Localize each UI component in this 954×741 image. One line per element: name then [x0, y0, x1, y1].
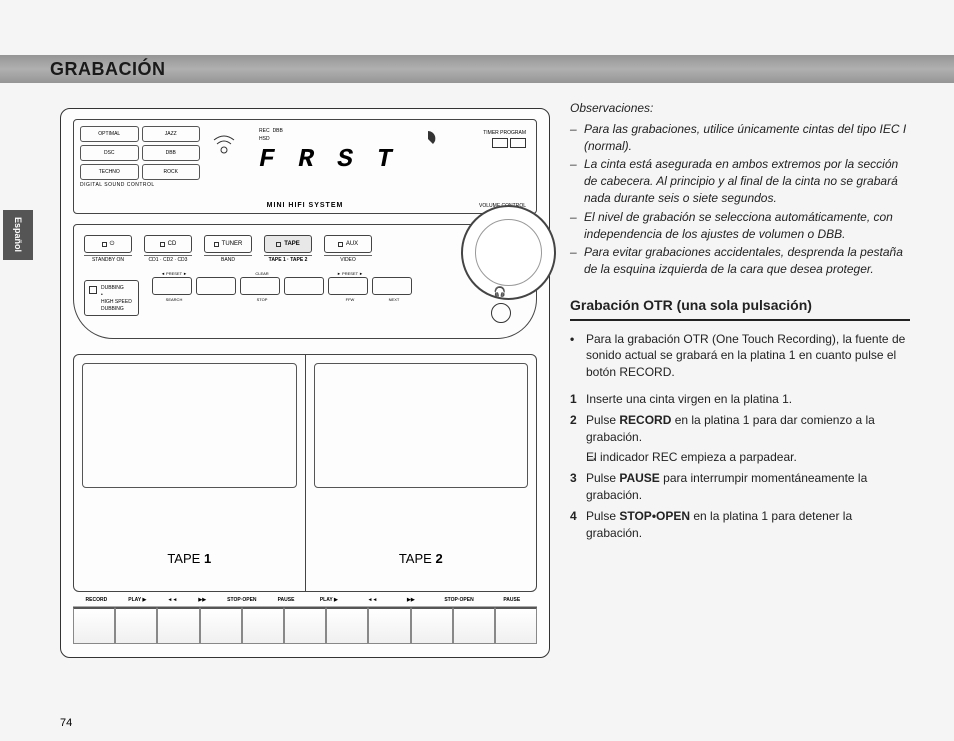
- ff-key[interactable]: [200, 607, 242, 644]
- transport-btn[interactable]: [372, 277, 412, 295]
- stopopen-key[interactable]: [242, 607, 284, 644]
- aux-button[interactable]: AUX: [324, 235, 372, 253]
- tape-deck-1[interactable]: TAPE 1: [74, 355, 306, 591]
- dubbing-button[interactable]: DUBBING • HIGH SPEED DUBBING: [84, 280, 139, 316]
- transport-btn[interactable]: [328, 277, 368, 295]
- ff-key-2[interactable]: [411, 607, 453, 644]
- dsc-label: DIGITAL SOUND CONTROL: [80, 182, 155, 188]
- dsc-dsc[interactable]: DSC: [80, 145, 139, 161]
- observations-title: Observaciones:: [570, 100, 910, 117]
- timer-area: TIMER PROGRAM: [483, 130, 526, 148]
- obs-item: Para las grabaciones, utilice únicamente…: [570, 121, 910, 155]
- rew-label: ◄◄: [167, 597, 177, 603]
- dsc-dbb[interactable]: DBB: [142, 145, 201, 161]
- rew-label-2: ◄◄: [367, 597, 377, 603]
- transport-btn[interactable]: [196, 277, 236, 295]
- lcd-dbb: DBB: [273, 128, 283, 134]
- system-label: MINI HIFI SYSTEM: [267, 202, 344, 209]
- volume-knob[interactable]: [461, 205, 556, 300]
- lcd-rec: REC: [259, 128, 270, 134]
- dsc-optimal[interactable]: OPTIMAL: [80, 126, 139, 142]
- page-title: GRABACIÓN: [50, 59, 166, 80]
- play-label-2: PLAY ▶: [320, 597, 338, 603]
- obs-item: La cinta está asegurada en ambos extremo…: [570, 156, 910, 206]
- steps-list: 1Inserte una cinta virgen en la platina …: [570, 391, 910, 541]
- tuner-button[interactable]: TUNER: [204, 235, 252, 253]
- step-2: 2Pulse RECORD en la platina 1 para dar c…: [570, 412, 910, 446]
- cd-button[interactable]: CD: [144, 235, 192, 253]
- transport-btn[interactable]: [240, 277, 280, 295]
- play-key-2[interactable]: [326, 607, 368, 644]
- play-label: PLAY ▶: [128, 597, 146, 603]
- dsc-button-grid: OPTIMAL JAZZ DSC DBB TECHNO ROCK: [80, 126, 200, 180]
- step-2-result: El indicador REC empieza a parpadear.: [570, 449, 910, 466]
- cd-sub-label: CD1 · CD2 · CD3: [144, 255, 192, 263]
- band-label: BAND: [204, 255, 252, 263]
- record-key[interactable]: [73, 607, 115, 644]
- intro-bullet: Para la grabación OTR (One Touch Recordi…: [570, 331, 910, 381]
- instructions-column: Observaciones: Para las grabaciones, uti…: [570, 100, 910, 545]
- ff-label-2: ▶▶: [407, 597, 415, 603]
- timer-label: TIMER PROGRAM: [483, 130, 526, 136]
- display-panel: OPTIMAL JAZZ DSC DBB TECHNO ROCK DIGITAL…: [73, 119, 537, 214]
- step-4: 4Pulse STOP•OPEN en la platina 1 para de…: [570, 508, 910, 542]
- stopopen-label-2: STOP·OPEN: [444, 597, 473, 603]
- play-key[interactable]: [115, 607, 157, 644]
- ff-label: ▶▶: [198, 597, 206, 603]
- hifi-device-illustration: OPTIMAL JAZZ DSC DBB TECHNO ROCK DIGITAL…: [60, 108, 550, 658]
- headphone-icon: 🎧: [494, 287, 506, 298]
- lcd-display: REC DBB HSD F R S T: [259, 128, 409, 178]
- transport-btn[interactable]: [152, 277, 192, 295]
- pause-label-2: PAUSE: [503, 597, 520, 603]
- obs-item: Para evitar grabaciones accidentales, de…: [570, 244, 910, 278]
- segment-display: F R S T: [259, 144, 409, 174]
- step-3: 3Pulse PAUSE para interrumpir momentánea…: [570, 470, 910, 504]
- stopopen-key-2[interactable]: [453, 607, 495, 644]
- control-panel: ⏻ CD TUNER TAPE AUX STANDBY ON CD1 · CD2…: [73, 224, 537, 339]
- pause-label: PAUSE: [278, 597, 295, 603]
- language-tab: Español: [3, 210, 33, 260]
- tape-deck-2[interactable]: TAPE 2: [306, 355, 537, 591]
- record-label: RECORD: [86, 597, 108, 603]
- step-1: 1Inserte una cinta virgen en la platina …: [570, 391, 910, 408]
- tape-sub-label: TAPE 1 · TAPE 2: [264, 255, 312, 263]
- obs-item: El nivel de grabación se selecciona auto…: [570, 209, 910, 243]
- stopopen-label: STOP·OPEN: [227, 597, 256, 603]
- section-title: Grabación OTR (una sola pulsación): [570, 296, 910, 321]
- dsc-jazz[interactable]: JAZZ: [142, 126, 201, 142]
- tape-button[interactable]: TAPE: [264, 235, 312, 253]
- rew-key[interactable]: [157, 607, 199, 644]
- tape2-label: 2: [435, 551, 442, 566]
- page-number: 74: [60, 717, 72, 729]
- wireless-icon: [209, 128, 239, 163]
- standby-label: STANDBY ON: [84, 255, 132, 263]
- video-label: VIDEO: [324, 255, 372, 263]
- observations-list: Para las grabaciones, utilice únicamente…: [570, 121, 910, 278]
- transport-keys: RECORD PLAY ▶ ◄◄ ▶▶ STOP·OPEN PAUSE PLAY…: [73, 597, 537, 647]
- tape1-label: 1: [204, 551, 211, 566]
- dsc-rock[interactable]: ROCK: [142, 164, 201, 180]
- pause-key-2[interactable]: [495, 607, 537, 644]
- headphone-jack[interactable]: [491, 303, 511, 323]
- power-button[interactable]: ⏻: [84, 235, 132, 253]
- dsc-techno[interactable]: TECHNO: [80, 164, 139, 180]
- header-bar: GRABACIÓN: [0, 55, 954, 83]
- transport-btn[interactable]: [284, 277, 324, 295]
- lcd-hsd: HSD: [259, 136, 270, 142]
- cassette-decks: TAPE 1 TAPE 2: [73, 354, 537, 592]
- fan-icon: [419, 130, 437, 151]
- rew-key-2[interactable]: [368, 607, 410, 644]
- pause-key[interactable]: [284, 607, 326, 644]
